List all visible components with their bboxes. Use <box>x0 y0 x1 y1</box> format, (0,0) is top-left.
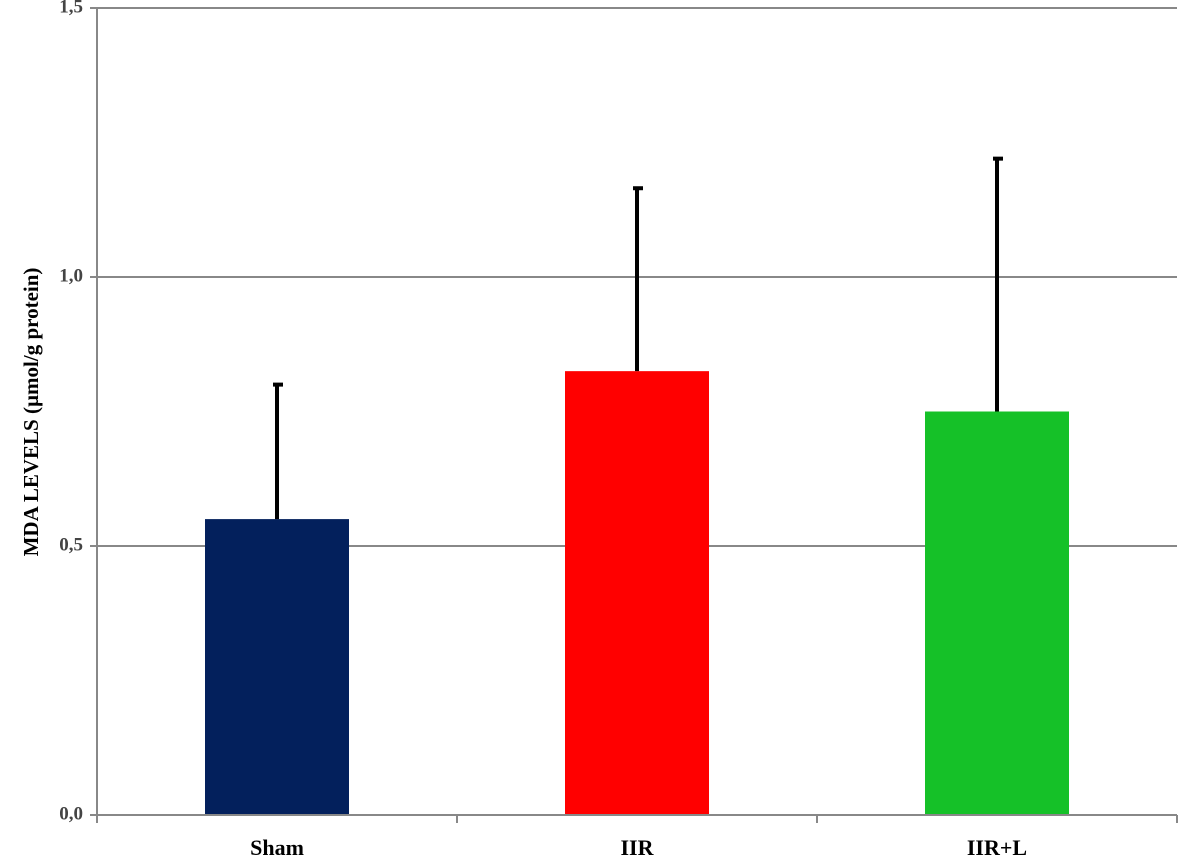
bar <box>925 411 1069 815</box>
x-category-label: IIR <box>620 835 654 860</box>
y-axis-title: MDA LEVELS (µmol/g protein) <box>19 268 43 557</box>
bar <box>205 519 349 815</box>
y-tick-label: 0,0 <box>59 803 83 824</box>
error-bars <box>273 156 1003 520</box>
axes <box>90 7 1178 823</box>
x-category-label: Sham <box>250 835 304 860</box>
y-tick-label: 0,5 <box>59 534 83 555</box>
y-tick-label: 1,5 <box>59 0 83 17</box>
y-tick-label: 1,0 <box>59 265 83 286</box>
x-category-labels: Sham IIR IIR+L <box>250 835 1027 860</box>
y-tick-labels: 0,0 0,5 1,0 1,5 <box>59 0 83 824</box>
x-category-label: IIR+L <box>967 835 1027 860</box>
bar <box>565 371 709 815</box>
bars <box>205 371 1069 815</box>
